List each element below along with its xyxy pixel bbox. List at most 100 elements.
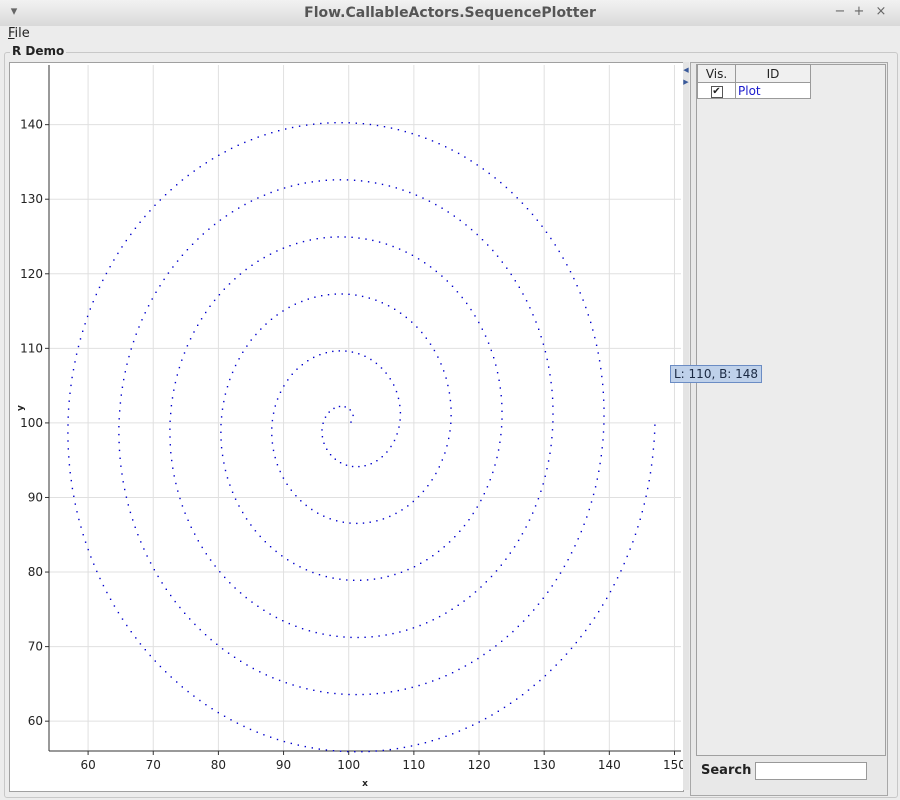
data-point (281, 555, 283, 557)
data-point (501, 418, 503, 420)
data-point (282, 477, 285, 479)
data-point (447, 384, 449, 387)
close-icon[interactable]: × (875, 4, 887, 19)
data-point (360, 180, 363, 182)
data-point (521, 533, 524, 535)
data-point (540, 490, 542, 492)
data-point (412, 500, 414, 503)
data-point (651, 456, 654, 458)
data-point (492, 249, 494, 252)
data-point (269, 546, 272, 548)
data-point (276, 738, 279, 741)
y-tick-label: 90 (28, 490, 43, 504)
menu-file[interactable]: File (8, 26, 30, 41)
data-point (200, 318, 203, 320)
data-point (181, 505, 184, 507)
data-point (325, 352, 327, 354)
data-point (395, 512, 397, 515)
column-header-visible[interactable]: Vis. (697, 64, 736, 83)
data-point (282, 310, 284, 312)
data-point (269, 613, 271, 615)
data-point (521, 202, 524, 204)
column-header-id[interactable]: ID (735, 64, 811, 83)
data-point (505, 558, 507, 560)
data-point (558, 250, 560, 253)
table-row[interactable]: ✔ Plot (697, 82, 811, 99)
data-point (353, 179, 356, 181)
split-right-arrow-icon[interactable]: ▶ (683, 78, 689, 86)
data-point (390, 691, 393, 693)
data-point (476, 164, 478, 166)
data-point (140, 541, 142, 543)
data-point (322, 422, 324, 424)
data-point (174, 600, 176, 603)
plot-area[interactable]: 60 70 80 90 100 110 120 130 140 150 60 70 80 90 100 110… (9, 62, 686, 792)
data-point (552, 405, 554, 407)
data-point (366, 579, 369, 581)
data-point (218, 154, 220, 156)
data-point (527, 689, 530, 691)
data-point (67, 448, 69, 450)
data-point (534, 505, 537, 507)
data-point (323, 237, 325, 239)
data-point (321, 436, 324, 438)
data-point (311, 747, 313, 749)
minimize-icon[interactable]: − (834, 4, 846, 19)
window-menu-icon[interactable]: ▾ (10, 4, 18, 19)
data-point (583, 523, 585, 525)
data-point (177, 490, 179, 492)
data-point (559, 572, 562, 574)
data-point (387, 575, 389, 578)
maximize-icon[interactable]: + (853, 4, 865, 19)
data-point (399, 631, 401, 633)
data-point (632, 541, 634, 543)
data-point (154, 204, 156, 206)
split-divider[interactable] (683, 62, 689, 790)
visible-checkbox[interactable]: ✔ (710, 86, 723, 98)
data-point (490, 575, 493, 578)
data-point (411, 686, 413, 689)
data-point (291, 373, 293, 375)
data-point (259, 535, 261, 538)
split-left-arrow-icon[interactable]: ◀ (683, 66, 689, 74)
data-point (76, 511, 78, 513)
data-point (432, 555, 434, 557)
data-point (364, 636, 366, 638)
x-tick-label: 150 (663, 758, 683, 772)
data-point (481, 239, 484, 241)
data-point (397, 129, 400, 131)
data-point (159, 285, 161, 287)
data-point (286, 483, 288, 485)
data-point (602, 383, 604, 386)
data-point (325, 179, 327, 181)
data-point (496, 255, 499, 257)
data-point (613, 584, 615, 586)
data-point (170, 189, 172, 191)
data-point (512, 630, 514, 633)
data-point (376, 124, 379, 127)
data-point (470, 308, 472, 311)
data-point (394, 573, 396, 576)
data-point (405, 251, 407, 253)
data-point (370, 358, 372, 361)
data-point (616, 577, 619, 579)
x-tick-label: 120 (468, 758, 491, 772)
data-point (245, 596, 247, 599)
data-point (510, 273, 512, 276)
coordinate-tooltip: L: 110, B: 148 (670, 365, 763, 383)
data-point (390, 127, 393, 129)
data-point (497, 710, 499, 712)
data-point (589, 623, 591, 625)
id-cell[interactable]: Plot (735, 82, 811, 99)
data-point (490, 349, 492, 352)
visible-cell[interactable]: ✔ (697, 82, 736, 99)
data-point (251, 264, 253, 266)
data-point (314, 296, 316, 298)
data-point (407, 568, 409, 571)
data-point (416, 326, 418, 328)
data-point (304, 182, 306, 184)
data-point (205, 704, 207, 706)
search-input[interactable] (755, 762, 867, 780)
data-point (328, 411, 330, 413)
data-point (119, 402, 122, 404)
